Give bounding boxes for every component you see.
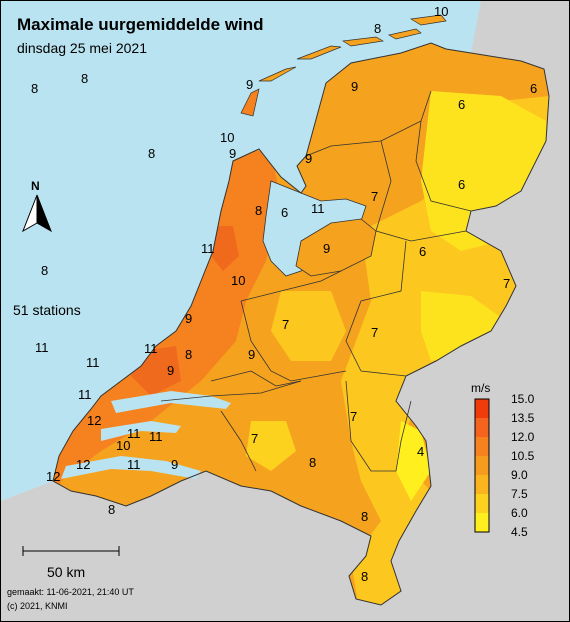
station-value: 11 bbox=[78, 387, 92, 402]
station-value: 10 bbox=[116, 438, 130, 453]
legend-tick: 9.0 bbox=[511, 468, 528, 482]
svg-text:11: 11 bbox=[35, 340, 49, 355]
legend-swatch-0 bbox=[475, 399, 489, 418]
station-value: 6 bbox=[458, 97, 465, 112]
station-value: 9 bbox=[351, 79, 358, 94]
map-title: Maximale uurgemiddelde wind bbox=[17, 15, 264, 34]
station-value: 9 bbox=[229, 146, 236, 161]
wadden-islands bbox=[240, 14, 447, 117]
station-value: 6 bbox=[458, 177, 465, 192]
svg-text:8: 8 bbox=[41, 263, 48, 278]
germany-land bbox=[381, 1, 569, 621]
credit-copyright: (c) 2021, KNMI bbox=[7, 601, 68, 611]
station-value: 11 bbox=[144, 341, 158, 356]
legend-tick: 6.0 bbox=[511, 506, 528, 520]
station-value: 8 bbox=[255, 203, 262, 218]
station-value: 8 bbox=[361, 509, 368, 524]
station-value: 11 bbox=[201, 241, 215, 256]
legend-swatch-5 bbox=[475, 494, 489, 513]
svg-text:12: 12 bbox=[46, 469, 60, 484]
station-value: 7 bbox=[371, 189, 378, 204]
station-value: 9 bbox=[171, 457, 178, 472]
legend-tick: 7.5 bbox=[511, 487, 528, 501]
station-value: 11 bbox=[127, 457, 141, 472]
legend-tick: 15.0 bbox=[511, 392, 535, 406]
legend-swatch-2 bbox=[475, 437, 489, 456]
station-value: 4 bbox=[417, 444, 424, 459]
legend-swatch-3 bbox=[475, 456, 489, 475]
station-value: 9 bbox=[305, 151, 312, 166]
legend-unit: m/s bbox=[471, 381, 491, 395]
station-value: 11 bbox=[127, 426, 141, 441]
legend-tick: 12.0 bbox=[511, 430, 535, 444]
station-value: 9 bbox=[246, 77, 253, 92]
station-value: 7 bbox=[251, 431, 258, 446]
svg-text:7: 7 bbox=[350, 409, 357, 424]
legend-tick: 13.5 bbox=[511, 411, 535, 425]
station-value: 10 bbox=[220, 130, 234, 145]
province-borders bbox=[160, 90, 472, 472]
station-values: 10 8 8 9 8 9 6 6 10 8 9 9 6 7 11 6 8 11 … bbox=[31, 4, 537, 584]
station-value: 9 bbox=[185, 311, 192, 326]
station-value: 9 bbox=[248, 347, 255, 362]
scale-label: 50 km bbox=[47, 564, 86, 580]
station-value: 6 bbox=[530, 81, 537, 96]
station-value: 11 bbox=[149, 429, 163, 444]
scale-bar bbox=[22, 546, 120, 556]
map-subtitle: dinsdag 25 mei 2021 bbox=[17, 40, 147, 56]
north-label: N bbox=[31, 179, 40, 193]
station-value: 8 bbox=[81, 71, 88, 86]
credit-made: gemaakt: 11-06-2021, 21:40 UT bbox=[7, 587, 134, 597]
station-value: 12 bbox=[76, 457, 90, 472]
station-value: 8 bbox=[374, 21, 381, 36]
station-value: 8 bbox=[148, 146, 155, 161]
station-value: 6 bbox=[281, 205, 288, 220]
zeeland-waterways bbox=[61, 391, 231, 479]
legend-swatch-1 bbox=[475, 418, 489, 437]
station-value: 7 bbox=[371, 325, 378, 340]
station-value: 9 bbox=[167, 363, 174, 378]
station-value: 8 bbox=[361, 569, 368, 584]
legend-tick: 4.5 bbox=[511, 525, 528, 539]
station-value: 9 bbox=[323, 241, 330, 256]
legend-swatch-6 bbox=[475, 513, 489, 532]
station-value: 6 bbox=[419, 244, 426, 259]
legend-tick: 10.5 bbox=[511, 449, 535, 463]
station-value: 11 bbox=[311, 201, 325, 216]
station-value: 11 bbox=[86, 355, 100, 370]
station-value: 10 bbox=[434, 4, 448, 19]
station-values-extra: 8 11 7 12 8 bbox=[35, 263, 357, 517]
north-arrow-icon bbox=[22, 194, 52, 233]
legend-colorbar bbox=[474, 398, 490, 533]
flevoland bbox=[295, 218, 377, 277]
svg-text:8: 8 bbox=[108, 502, 115, 517]
station-value: 7 bbox=[282, 317, 289, 332]
station-value: 8 bbox=[309, 455, 316, 470]
station-value: 7 bbox=[503, 276, 510, 291]
legend-swatch-4 bbox=[475, 475, 489, 494]
station-value: 8 bbox=[185, 347, 192, 362]
station-value: 8 bbox=[31, 81, 38, 96]
station-value: 12 bbox=[87, 413, 101, 428]
belgium-land bbox=[1, 471, 381, 621]
station-count: 51 stations bbox=[13, 302, 81, 318]
station-value: 10 bbox=[231, 273, 245, 288]
